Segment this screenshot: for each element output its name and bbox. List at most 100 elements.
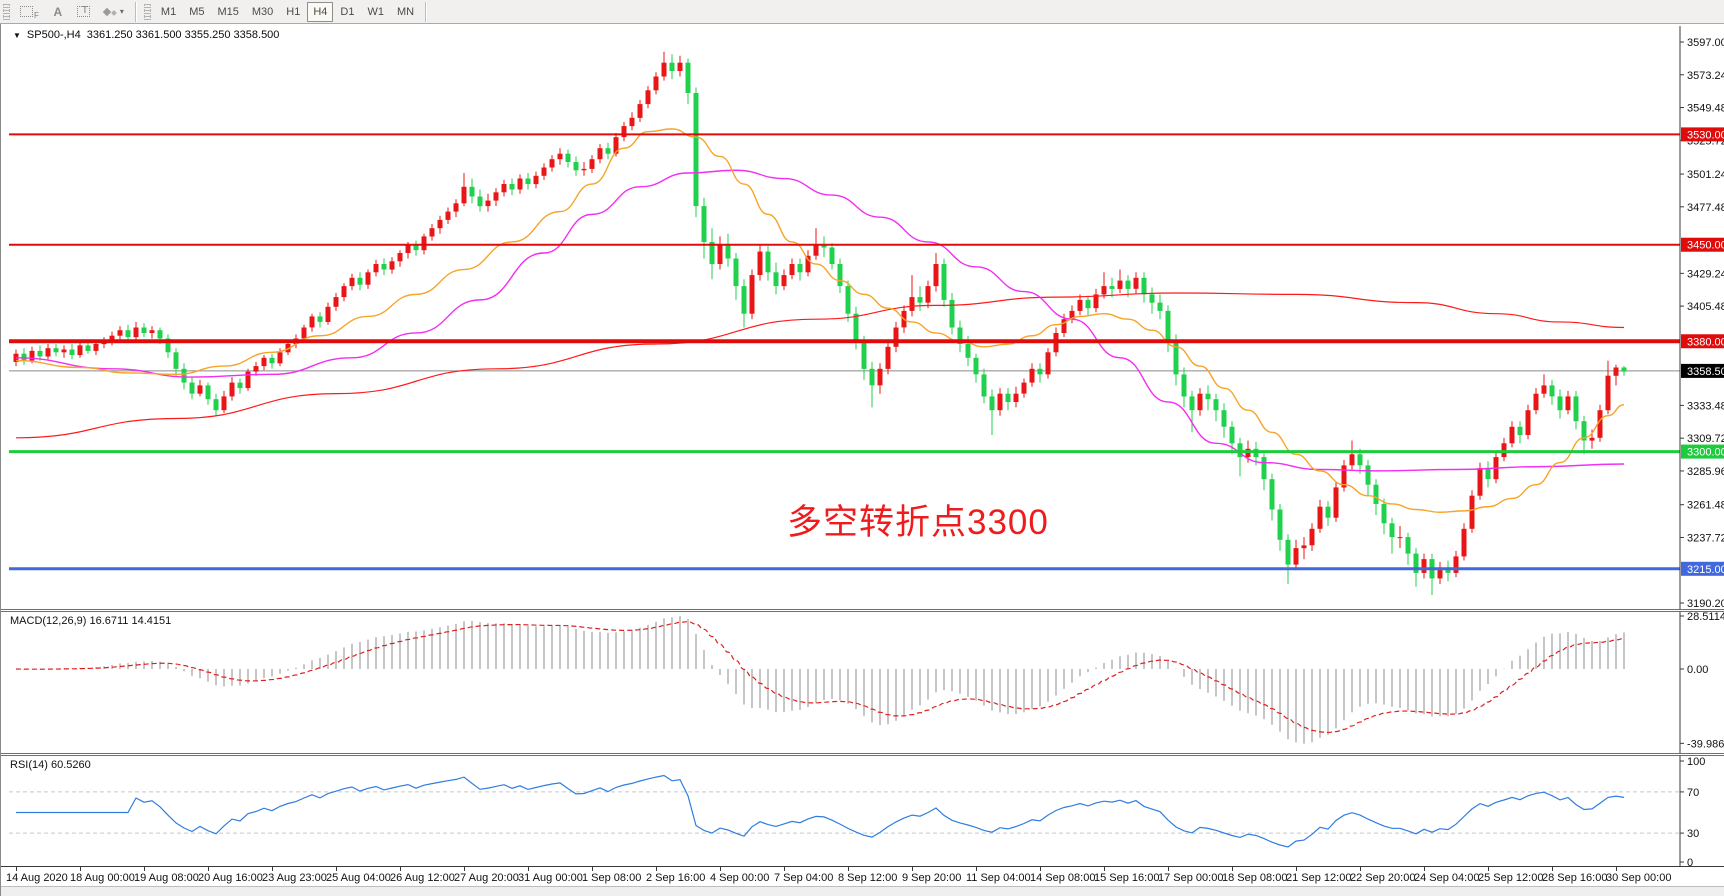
dropdown-caret-icon[interactable]: ▾ xyxy=(119,7,124,16)
time-axis-tick xyxy=(1104,867,1105,871)
font-frame-button[interactable]: F xyxy=(14,2,45,22)
svg-text:3549.480: 3549.480 xyxy=(1687,103,1724,115)
svg-text:3573.240: 3573.240 xyxy=(1687,70,1724,82)
time-axis-label: 7 Sep 04:00 xyxy=(774,872,834,884)
svg-text:3429.240: 3429.240 xyxy=(1687,268,1724,280)
text-tool-button[interactable]: A xyxy=(45,2,71,22)
time-axis-tick xyxy=(1616,867,1617,871)
time-axis-tick xyxy=(464,867,465,871)
svg-text:3309.720: 3309.720 xyxy=(1687,433,1724,445)
time-axis-tick xyxy=(16,867,17,871)
timeframe-button-m1[interactable]: M1 xyxy=(155,2,182,22)
panel-separator-macd[interactable] xyxy=(1,609,1724,612)
svg-text:3597.000: 3597.000 xyxy=(1687,37,1724,49)
text-label-tool-button[interactable]: T xyxy=(71,2,97,22)
timeframe-button-w1[interactable]: W1 xyxy=(361,2,390,22)
timeframe-buttons-group: M1 M5 M15 M30 H1 H4 D1 W1 MN xyxy=(155,1,420,22)
time-axis-label: 18 Sep 08:00 xyxy=(1222,872,1288,884)
time-axis-tick xyxy=(784,867,785,871)
time-axis-label: 8 Sep 12:00 xyxy=(838,872,898,884)
time-axis-tick xyxy=(272,867,273,871)
svg-text:3285.960: 3285.960 xyxy=(1687,466,1724,478)
svg-text:30: 30 xyxy=(1687,828,1699,840)
arrow-objects-icon xyxy=(102,6,117,18)
time-axis-label: 26 Aug 12:00 xyxy=(390,872,455,884)
timeframe-button-m30[interactable]: M30 xyxy=(246,2,279,22)
time-axis-tick xyxy=(1552,867,1553,871)
time-axis-tick xyxy=(592,867,593,871)
timeframe-button-d1[interactable]: D1 xyxy=(334,2,360,22)
time-axis-label: 14 Aug 2020 xyxy=(6,872,68,884)
panel-separator-rsi[interactable] xyxy=(1,753,1724,756)
svg-text:3261.480: 3261.480 xyxy=(1687,500,1724,512)
time-axis-label: 9 Sep 20:00 xyxy=(902,872,962,884)
time-axis-label: 25 Sep 12:00 xyxy=(1478,872,1544,884)
time-axis-tick xyxy=(336,867,337,871)
time-axis[interactable]: 14 Aug 2020 18 Aug 00:00 19 Aug 08:00 20 Au… xyxy=(1,866,1724,886)
svg-text:3501.240: 3501.240 xyxy=(1687,169,1724,181)
time-axis-label: 2 Sep 16:00 xyxy=(646,872,706,884)
timeframe-button-mn[interactable]: MN xyxy=(391,2,420,22)
time-axis-label: 11 Sep 04:00 xyxy=(966,872,1031,884)
time-axis-label: 15 Sep 16:00 xyxy=(1094,872,1160,884)
candlestick-series xyxy=(13,51,1627,595)
price-axis[interactable]: 3597.0003573.2403549.4803525.7203501.240… xyxy=(1679,26,1724,609)
time-axis-label: 28 Sep 16:00 xyxy=(1542,872,1608,884)
time-axis-tick xyxy=(1424,867,1425,871)
toolbar-separator-2 xyxy=(425,1,427,22)
svg-text:3380.000: 3380.000 xyxy=(1687,336,1724,348)
macd-histogram xyxy=(23,616,1625,744)
chart-ohlc-values: 3361.250 3361.500 3355.250 3358.500 xyxy=(86,29,280,41)
time-axis-label: 23 Aug 23:00 xyxy=(262,872,327,884)
fast-ma-orange-line xyxy=(15,128,1625,513)
rsi-line xyxy=(16,774,1625,848)
svg-text:3215.000: 3215.000 xyxy=(1687,564,1724,576)
window-bottom-edge xyxy=(1,886,1724,896)
time-axis-tick xyxy=(656,867,657,871)
time-axis-label: 14 Sep 08:00 xyxy=(1030,872,1096,884)
chart-window[interactable]: 3597.0003573.2403549.4803525.7203501.240… xyxy=(0,24,1724,896)
svg-text:3358.500: 3358.500 xyxy=(1687,366,1724,378)
chart-title: ▼ SP500-,H4 3361.250 3361.500 3355.250 3… xyxy=(13,29,279,41)
time-axis-tick xyxy=(208,867,209,871)
svg-text:3237.720: 3237.720 xyxy=(1687,532,1724,544)
toolbar-separator xyxy=(134,1,136,22)
svg-text:3333.480: 3333.480 xyxy=(1687,400,1724,412)
time-axis-label: 19 Aug 08:00 xyxy=(134,872,199,884)
time-axis-label: 25 Aug 04:00 xyxy=(326,872,391,884)
macd-axis[interactable]: 28.5114 0.00 -39.9869 xyxy=(1679,612,1724,753)
svg-text:3300.000: 3300.000 xyxy=(1687,447,1724,459)
time-axis-tick xyxy=(1360,867,1361,871)
timeframe-button-h4[interactable]: H4 xyxy=(307,1,334,22)
time-axis-tick xyxy=(1296,867,1297,871)
time-axis-label: 17 Sep 00:00 xyxy=(1158,872,1224,884)
macd-indicator-panel[interactable]: 28.5114 0.00 -39.9869 xyxy=(1,612,1724,753)
timeframe-button-h1[interactable]: H1 xyxy=(280,2,306,22)
slow-ma-red-line xyxy=(15,292,1625,439)
time-axis-label: 20 Aug 16:00 xyxy=(198,872,263,884)
svg-text:3477.480: 3477.480 xyxy=(1687,202,1724,214)
svg-text:0.00: 0.00 xyxy=(1687,664,1708,676)
rsi-indicator-label: RSI(14) 60.5260 xyxy=(10,759,91,771)
timeframe-button-m5[interactable]: M5 xyxy=(183,2,210,22)
chart-annotation-text[interactable]: 多空转折点3300 xyxy=(787,503,1049,542)
chart-dropdown-icon[interactable]: ▼ xyxy=(13,30,21,40)
time-axis-tick xyxy=(528,867,529,871)
timeframe-toolbar-drag-handle[interactable] xyxy=(143,3,151,20)
svg-text:3405.480: 3405.480 xyxy=(1687,301,1724,313)
time-axis-tick xyxy=(1488,867,1489,871)
time-axis-tick xyxy=(144,867,145,871)
text-label-tool-icon: T xyxy=(77,5,91,17)
svg-text:28.5114: 28.5114 xyxy=(1687,612,1724,623)
rsi-indicator-panel[interactable]: 100 70 30 0 xyxy=(1,756,1724,866)
macd-indicator-label: MACD(12,26,9) 16.6711 14.4151 xyxy=(10,615,172,627)
timeframe-button-m15[interactable]: M15 xyxy=(211,2,244,22)
svg-text:100: 100 xyxy=(1687,756,1705,768)
horizontal-line-objects[interactable] xyxy=(9,133,1680,571)
rsi-axis[interactable]: 100 70 30 0 xyxy=(1679,756,1705,866)
arrow-objects-button[interactable]: ▾ xyxy=(97,2,130,22)
time-axis-label: 31 Aug 00:00 xyxy=(518,872,583,884)
main-price-chart[interactable]: 3597.0003573.2403549.4803525.7203501.240… xyxy=(1,26,1724,609)
toolbar-drag-handle[interactable] xyxy=(3,3,10,20)
time-axis-tick xyxy=(1232,867,1233,871)
